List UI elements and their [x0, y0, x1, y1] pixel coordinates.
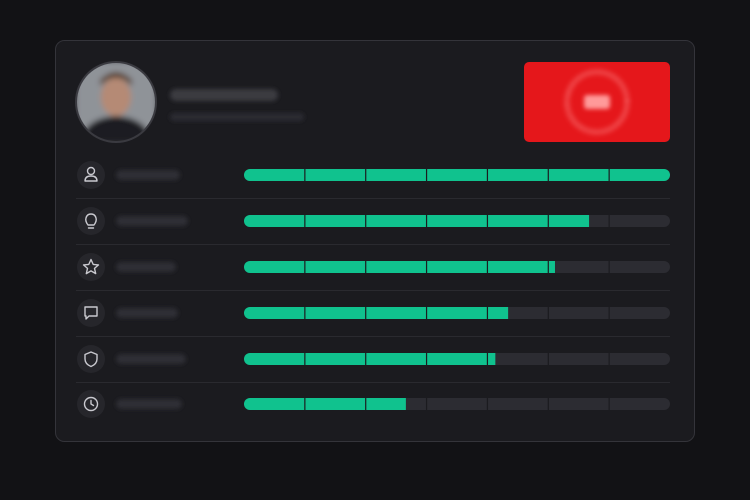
progress-bar	[244, 307, 670, 319]
progress-bar	[244, 353, 670, 365]
progress-fill	[244, 215, 590, 227]
progress-bar	[244, 169, 670, 181]
row-separators	[76, 198, 670, 383]
timer-box[interactable]	[524, 62, 670, 142]
icon-star	[77, 253, 105, 281]
progress-fill	[244, 307, 509, 319]
icon-shield	[77, 345, 105, 373]
name-placeholder	[170, 89, 278, 101]
icon-chat	[77, 299, 105, 327]
icon-bulb	[77, 207, 105, 235]
icon-clock	[77, 390, 105, 418]
progress-fill	[244, 398, 406, 410]
icon-user	[77, 161, 105, 189]
progress-fill	[244, 353, 496, 365]
subtitle-placeholder	[170, 113, 304, 121]
progress-fill	[244, 261, 555, 273]
progress-bar	[244, 261, 670, 273]
label-placeholders	[116, 170, 188, 409]
progress-bar	[244, 215, 670, 227]
progress-fill	[244, 169, 670, 181]
avatar	[75, 61, 157, 143]
progress-bar	[244, 398, 670, 410]
